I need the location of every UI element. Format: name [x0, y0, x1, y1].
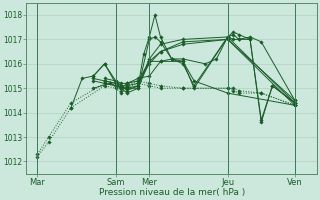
- X-axis label: Pression niveau de la mer( hPa ): Pression niveau de la mer( hPa ): [99, 188, 245, 197]
